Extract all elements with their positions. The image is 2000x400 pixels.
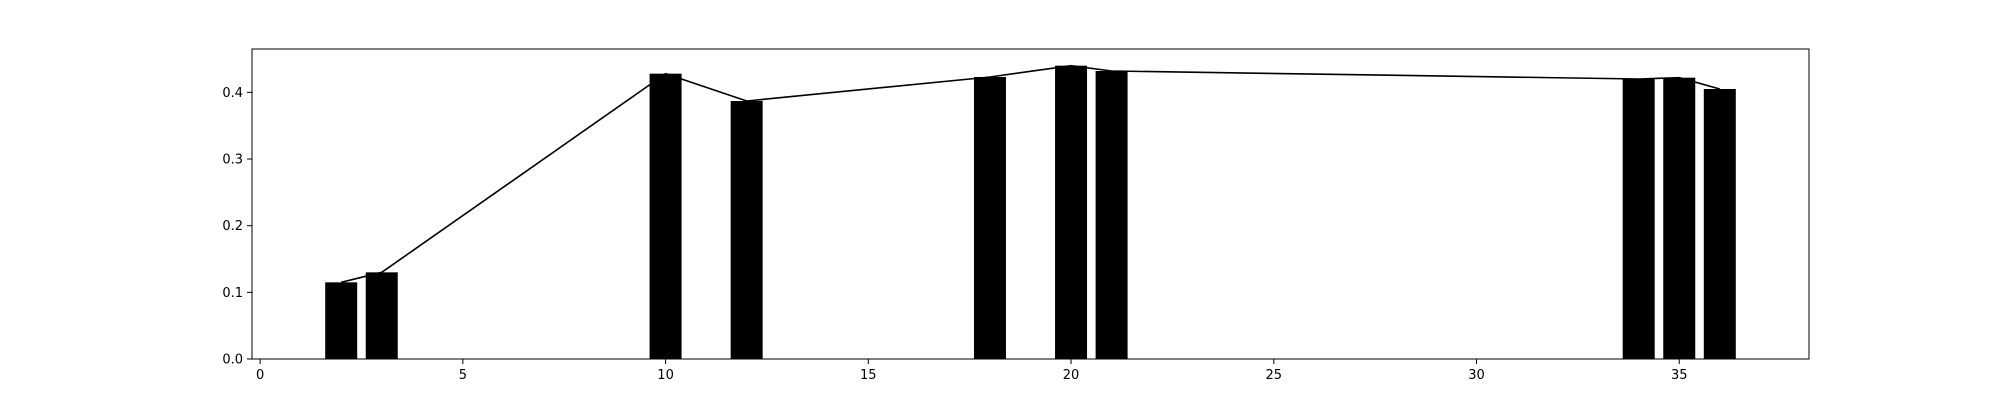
bar: [1095, 71, 1128, 359]
bar: [730, 101, 763, 359]
x-tick-label: 0: [256, 368, 264, 383]
bar: [325, 282, 358, 359]
x-tick-label: 20: [1063, 368, 1080, 383]
x-tick-label: 35: [1671, 368, 1688, 383]
y-tick-label: 0.0: [222, 353, 243, 368]
y-axis: 0.0 0.1 0.2 0.3 0.4: [222, 86, 252, 368]
bars-layer: [325, 65, 1736, 360]
bar: [1663, 77, 1696, 360]
x-tick-label: 10: [657, 368, 674, 383]
x-tick-label: 25: [1266, 368, 1283, 383]
series-line: [341, 64, 1721, 284]
bar: [973, 77, 1006, 359]
bar: [1055, 65, 1088, 360]
line-layer: [341, 64, 1721, 284]
x-tick-label: 30: [1468, 368, 1485, 383]
bar: [1703, 89, 1736, 359]
x-tick-label: 15: [860, 368, 877, 383]
y-tick-label: 0.3: [222, 153, 243, 168]
bar: [365, 272, 398, 359]
y-tick-label: 0.1: [222, 286, 243, 301]
y-tick-label: 0.2: [222, 219, 243, 234]
x-tick-label: 5: [459, 368, 467, 383]
bar: [649, 73, 682, 360]
bar: [1622, 79, 1655, 359]
y-tick-label: 0.4: [222, 86, 243, 101]
x-axis: 0 5 10 15 20 25 30 35: [256, 359, 1688, 383]
plot-frame: [251, 48, 1810, 360]
